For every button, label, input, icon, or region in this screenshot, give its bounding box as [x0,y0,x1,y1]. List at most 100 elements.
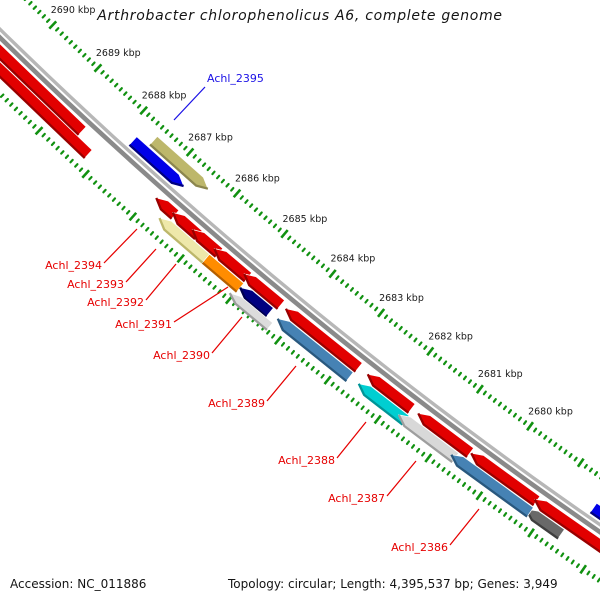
minor-tick-outer [583,463,588,469]
gene-label-Achl_2394[interactable]: Achl_2394 [45,259,102,272]
minor-tick-outer [197,158,202,163]
minor-tick-inner [345,393,350,399]
minor-tick-inner [88,176,93,181]
major-tick-inner [424,453,433,463]
minor-tick-outer [553,442,558,447]
minor-tick-outer [63,35,69,41]
minor-tick-outer [132,99,137,105]
minor-tick-inner [370,413,375,418]
minor-tick-inner [467,485,472,491]
minor-tick-inner [335,385,340,391]
gene-upleft-cds[interactable] [0,13,93,159]
tick-label-2684: 2684 kbp [331,254,376,265]
minor-tick-outer [354,291,359,296]
minor-tick-outer [32,5,38,10]
minor-tick-outer [287,235,292,241]
minor-tick-inner [0,93,5,99]
major-tick-inner [273,335,283,346]
major-tick-outer [280,229,289,239]
Achl_2388-gene-bevel [366,373,410,414]
minor-tick-inner [350,397,355,403]
gene-label-Achl_2387[interactable]: Achl_2387 [328,492,385,505]
gene-label-Achl_2391[interactable]: Achl_2391 [115,318,172,331]
gene-arrows [0,13,600,554]
major-tick-inner [373,414,382,425]
minor-tick-outer [41,14,47,19]
minor-tick-outer [423,345,428,350]
Achl_2386-cds-bevel [450,454,528,518]
gene-label-Achl_2393[interactable]: Achl_2393 [67,278,124,291]
minor-tick-inner [355,401,360,407]
leader-line-Achl_2388 [336,421,367,459]
minor-tick-outer [239,195,244,200]
minor-tick-outer [497,401,502,407]
minor-tick-inner [320,373,325,379]
minor-tick-outer [201,162,207,167]
minor-tick-outer [517,416,523,422]
minor-tick-outer [230,187,235,192]
minor-tick-outer [364,298,369,304]
minor-tick-inner [365,409,370,414]
minor-tick-outer [272,223,278,229]
page-title: Arthrobacter chlorophenolicus A6, comple… [97,8,503,24]
minor-tick-inner [462,482,467,487]
minor-tick-outer [369,302,374,308]
minor-tick-inner [523,526,528,532]
major-tick-outer [426,346,435,357]
gene-label-Achl_2388[interactable]: Achl_2388 [278,454,335,467]
minor-tick-inner [395,432,400,438]
major-tick-inner [579,564,588,575]
minor-tick-outer [558,445,563,451]
minor-tick-inner [560,552,565,558]
minor-tick-inner [285,346,291,351]
major-tick-inner [323,375,332,385]
minor-tick-outer [155,120,160,126]
gene-right-edge[interactable] [589,502,600,540]
footer-genome-summary: Topology: circular; Length: 4,395,537 bp… [228,577,558,591]
tick-label-2687: 2687 kbp [188,132,233,143]
minor-tick-outer [127,95,133,101]
minor-tick-outer [374,306,379,312]
minor-tick-inner [188,264,193,270]
minor-tick-inner [111,197,117,202]
gene-label-Achl_2392[interactable]: Achl_2392 [87,296,144,309]
Achl_2393-gene-bevel [171,212,196,240]
major-tick-inner [527,528,535,538]
minor-tick-outer [258,211,263,217]
minor-tick-inner [13,106,19,112]
tick-label-2680: 2680 kbp [528,406,573,417]
gene-label-Achl_2395[interactable]: Achl_2395 [207,72,264,85]
minor-tick-outer [311,255,316,261]
minor-tick-outer [45,18,51,23]
minor-tick-outer [502,405,507,411]
minor-tick-outer [522,420,528,425]
minor-tick-outer [533,427,538,433]
minor-tick-inner [41,132,46,138]
minor-tick-inner [4,97,10,103]
gene-label-Achl_2389[interactable]: Achl_2389 [208,397,265,410]
minor-tick-outer [573,456,578,462]
minor-tick-inner [116,201,121,207]
minor-tick-outer [225,182,230,188]
minor-tick-outer [263,215,268,221]
minor-tick-inner [60,150,65,155]
minor-tick-outer [192,154,197,159]
minor-tick-inner [169,247,174,253]
minor-tick-outer [388,318,393,323]
minor-tick-inner [290,350,295,355]
major-tick-outer [376,308,386,318]
minor-tick-outer [173,137,179,143]
minor-tick-inner [441,467,446,472]
minor-tick-inner [46,137,51,142]
minor-tick-inner [69,158,74,164]
gene-label-Achl_2390[interactable]: Achl_2390 [153,349,210,362]
minor-tick-inner [212,285,217,290]
minor-tick-inner [451,474,456,480]
minor-tick-inner [107,193,112,198]
gene-label-Achl_2386[interactable]: Achl_2386 [391,541,448,554]
minor-tick-inner [492,504,497,510]
major-tick-inner [475,490,484,501]
gene-upleft-bevel [0,57,80,136]
Achl_2395-gene-bevel [128,143,184,188]
Achl_2386-gene-bevel [470,452,535,507]
